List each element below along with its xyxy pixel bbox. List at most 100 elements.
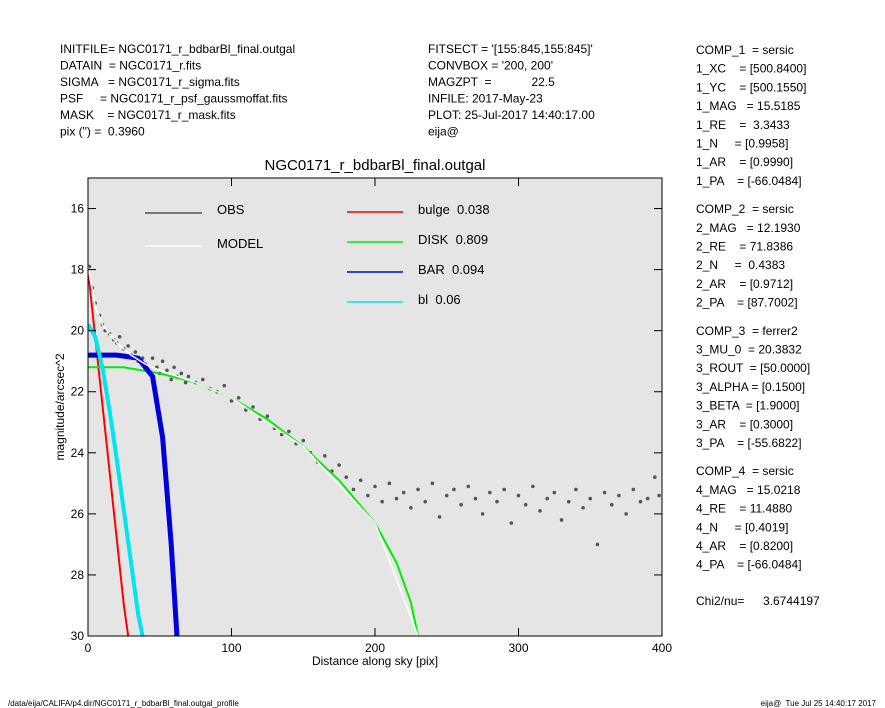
legend-fraction: 0.094 [452,262,485,277]
obs-point [459,502,463,507]
obs-point [653,475,657,480]
y-tick-label: 28 [71,568,85,582]
obs-point [516,493,521,498]
obs-point [416,487,420,492]
obs-point [657,493,661,498]
obs-point [581,505,585,510]
obs-point [609,502,614,507]
obs-point [566,499,571,504]
obs-point [423,499,428,504]
legend-label: bulge 0.038 [418,202,490,217]
legend-fraction: 0.809 [456,232,489,247]
component-param: 4_N = [0.4019] [696,520,788,534]
obs-point [488,490,492,495]
plot-data [88,264,661,636]
legend-fraction: 0.06 [435,292,460,307]
component-param: 2_N = 0.4383 [696,258,785,272]
obs-point [452,487,456,492]
obs-point [617,493,621,498]
obs-point [502,487,506,492]
obs-point [117,334,122,339]
component-param: 3_MU_0 = 20.3832 [696,343,802,357]
header-line: INITFILE= NGC0171_r_bdbarBl_final.outgal [60,42,295,56]
footer-stamp: eija@ Tue Jul 25 14:40:17 2017 [761,699,877,708]
obs-point [638,499,643,504]
header-line: INFILE: 2017-May-23 [428,92,543,106]
component-title: COMP_2 = sersic [696,202,794,216]
footer-path: /data/eija/CALIFA/p4.dir/NGC0171_r_bdbar… [8,699,239,708]
component-param: 1_N = [0.9958] [696,137,788,151]
component-param: 3_ROUT = [50.0000] [696,361,810,375]
component-param: 2_AR = [0.9712] [696,277,793,291]
header-line: MASK = NGC0171_r_mask.fits [60,108,236,122]
component-param: 1_PA = [-66.0484] [696,174,802,188]
component-param: 1_XC = [500.8400] [696,62,806,76]
obs-point [444,493,449,498]
obs-point [229,399,234,403]
x-tick-label: 0 [85,641,92,655]
obs-point [186,374,191,379]
obs-point [201,377,205,382]
obs-point [179,371,184,376]
component-param: 4_AR = [0.8200] [696,539,793,553]
header-line: MAGZPT = 22.5 [428,75,555,89]
obs-point [251,405,255,409]
obs-point [165,368,169,373]
y-tick-label: 24 [71,446,85,460]
plot-background [88,178,662,636]
obs-point [279,432,284,437]
y-tick-label: 16 [71,202,85,216]
header-line: eija@ [428,125,459,139]
legend-name: bulge [418,202,450,217]
obs-point [150,356,155,360]
component-title: COMP_1 = sersic [696,43,794,57]
obs-point [588,496,593,501]
y-tick-label: 26 [71,507,85,521]
header-line: PSF = NGC0171_r_psf_gaussmoffat.fits [60,92,288,106]
legend-fraction: 0.038 [457,202,490,217]
header-line: FITSECT = '[155:845,155:845]' [428,42,593,56]
y-tick-label: 22 [71,385,85,399]
component-param: 1_RE = 3.3433 [696,118,790,132]
component-param: 3_AR = [0.3000] [696,417,793,431]
component-param: 1_AR = [0.9990] [696,155,793,169]
obs-point [574,487,578,492]
obs-point [509,521,514,525]
obs-point [344,475,349,480]
obs-point [380,499,384,504]
component-param: 4_MAG = 15.0218 [696,483,801,497]
chi2-label: Chi2/nu= [696,594,744,608]
obs-point [183,380,188,385]
obs-point [531,484,535,489]
component-param: 3_PA = [-55.6822] [696,436,802,450]
header-line: pix (") = 0.3960 [60,125,145,139]
obs-point [430,481,435,486]
legend-name: BAR [418,262,445,277]
obs-point [473,496,478,501]
obs-point [301,438,306,443]
obs-point [409,505,413,510]
x-tick-label: 100 [221,641,241,655]
obs-point [387,481,392,486]
component-param: 4_PA = [-66.0484] [696,558,802,572]
x-tick-label: 200 [365,641,385,655]
component-title: COMP_4 = sersic [696,464,794,478]
x-axis-label: Distance along sky [pix] [312,654,438,668]
obs-point [322,454,327,458]
obs-point [126,344,130,348]
x-tick-label: 400 [652,641,672,655]
obs-point [287,429,291,434]
header-line: SIGMA = NGC0171_r_sigma.fits [60,75,240,89]
legend-name: DISK [418,232,449,247]
obs-point [595,542,600,547]
obs-point [559,518,564,522]
model-line [88,266,419,636]
obs-point [169,377,174,382]
chi2-value: 3.6744197 [763,594,820,608]
model-line [88,366,420,636]
obs-point [373,484,377,489]
obs-point [401,490,406,495]
y-axis-label: magnitude/arcsec^2 [53,353,67,460]
obs-point [366,493,370,498]
